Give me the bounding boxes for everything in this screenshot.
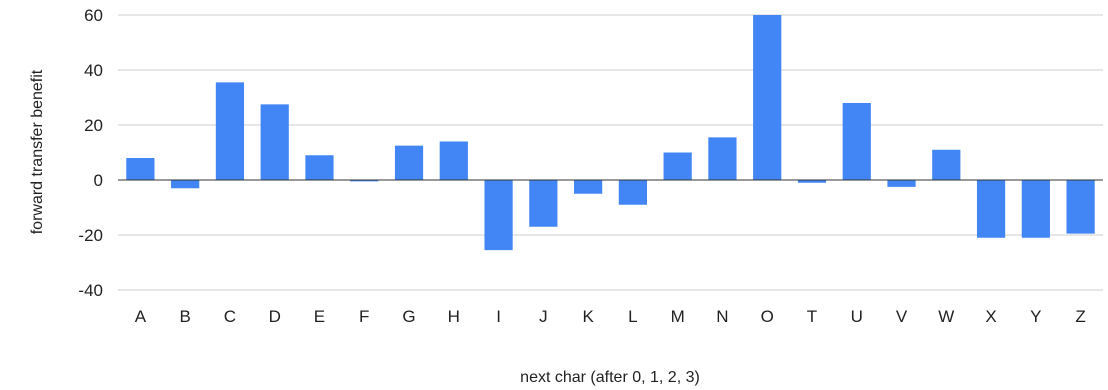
bar-O <box>753 15 782 180</box>
bar-V <box>887 180 916 187</box>
bar-I <box>484 180 513 251</box>
bar-W <box>932 149 961 180</box>
bar-X <box>976 180 1006 238</box>
x-tick-label: X <box>985 307 996 326</box>
x-tick-label: V <box>896 307 908 326</box>
bar-A <box>126 158 155 180</box>
bar-E <box>305 155 334 180</box>
x-tick-label: Y <box>1030 307 1041 326</box>
x-tick-label: W <box>938 307 954 326</box>
bar-K <box>574 180 603 194</box>
x-tick-label: L <box>628 307 637 326</box>
bar-C <box>215 82 245 180</box>
bar-G <box>394 145 424 180</box>
x-tick-label: U <box>851 307 863 326</box>
y-tick-label: 20 <box>84 116 103 135</box>
bar-Z <box>1066 180 1095 234</box>
x-tick-label: A <box>135 307 147 326</box>
bar-U <box>842 103 871 180</box>
bar-L <box>618 180 647 205</box>
x-tick-label: Z <box>1075 307 1085 326</box>
x-tick-label: O <box>761 307 774 326</box>
x-tick-label: G <box>402 307 415 326</box>
bar-B <box>171 180 200 189</box>
bars <box>126 15 1095 251</box>
y-tick-label: 0 <box>94 171 103 190</box>
x-tick-label: H <box>448 307 460 326</box>
x-tick-label: N <box>716 307 728 326</box>
bar-Y <box>1021 180 1050 238</box>
x-tick-label: C <box>224 307 236 326</box>
x-tick-label: F <box>359 307 369 326</box>
y-tick-label: 60 <box>84 6 103 25</box>
x-tick-label: D <box>269 307 281 326</box>
y-axis-title: forward transfer benefit <box>29 69 46 234</box>
x-tick-label: T <box>807 307 817 326</box>
bar-D <box>260 104 289 180</box>
x-tick-label: K <box>582 307 594 326</box>
bar-J <box>529 180 558 227</box>
bar-M <box>663 152 692 180</box>
y-tick-label: -40 <box>78 281 103 300</box>
bar-T <box>797 180 827 183</box>
y-tick-label: -20 <box>78 226 103 245</box>
x-tick-label: E <box>314 307 325 326</box>
x-tick-label: M <box>671 307 685 326</box>
bar-F <box>350 180 379 182</box>
x-axis-title: next char (after 0, 1, 2, 3) <box>520 369 700 386</box>
x-tick-label: B <box>179 307 190 326</box>
x-tick-label: J <box>539 307 548 326</box>
bar-H <box>439 141 468 180</box>
y-tick-label: 40 <box>84 61 103 80</box>
bar-N <box>708 137 737 180</box>
y-axis-ticks: -40 -20 0 20 40 60 <box>78 6 103 300</box>
x-tick-label: I <box>496 307 501 326</box>
